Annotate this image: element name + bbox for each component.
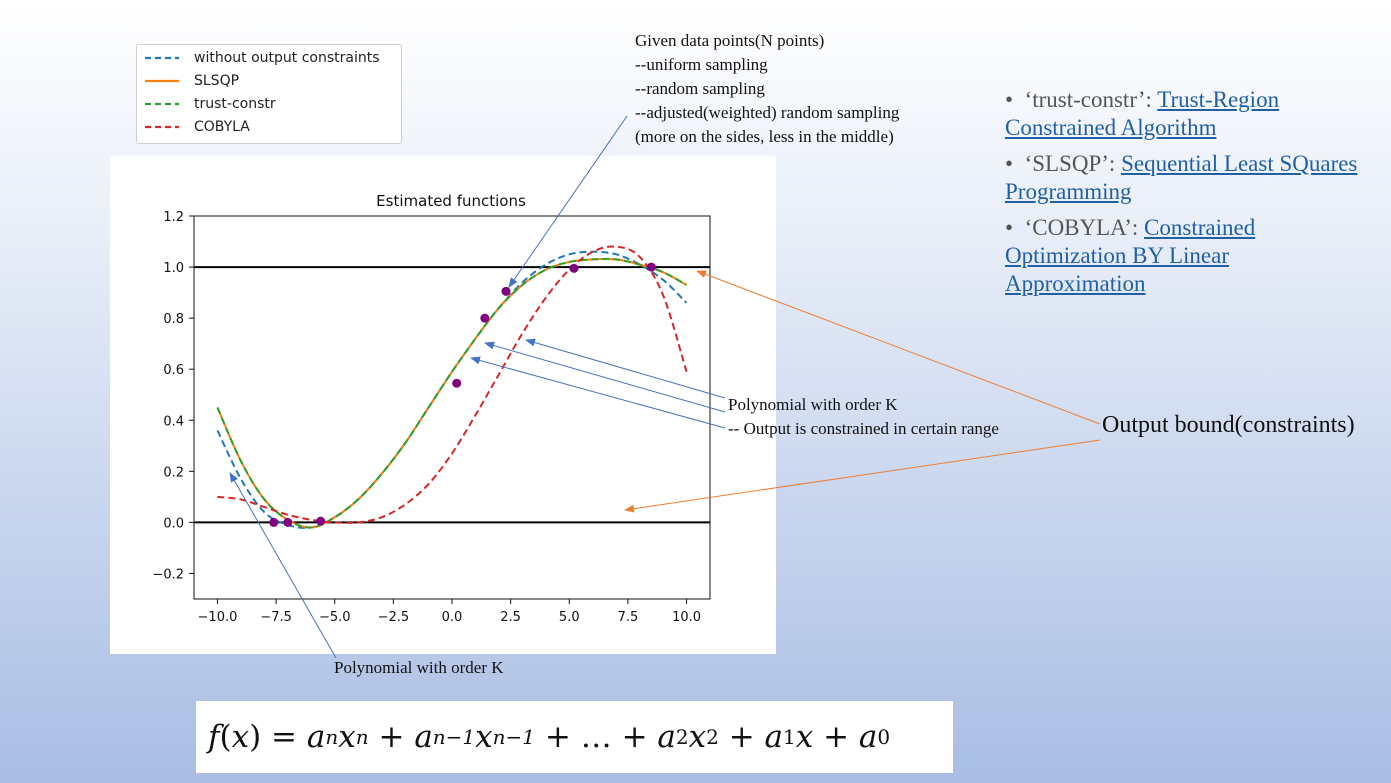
legend-swatch-orange-solid	[145, 79, 179, 83]
legend-label: SLSQP	[194, 73, 240, 89]
formula-part: x	[231, 719, 250, 755]
legend-label: trust-constr	[194, 96, 276, 112]
chart-legend: without output constraints SLSQP trust-c…	[136, 44, 402, 144]
formula-part: a	[764, 719, 784, 755]
trust-region-link[interactable]: Trust-Region Constrained Algorithm	[1005, 87, 1280, 140]
y-tick-label: 0.2	[163, 465, 184, 480]
data-point	[452, 378, 462, 388]
x-tick-label: −10.0	[198, 610, 238, 625]
formula-part: (	[219, 719, 232, 755]
algorithm-list: • ‘trust-constr’: Trust-Region Constrain…	[1005, 86, 1365, 306]
given-line: Given data points(N points)	[635, 31, 825, 50]
y-tick-label: 1.0	[163, 261, 184, 276]
y-tick-label: 0.6	[163, 363, 184, 378]
poly-line: -- Output is constrained in certain rang…	[728, 419, 999, 438]
given-line: --adjusted(weighted) random sampling	[635, 103, 900, 122]
data-point	[269, 517, 279, 527]
data-point	[316, 516, 326, 526]
legend-label: COBYLA	[194, 119, 250, 135]
formula-part: +	[611, 719, 658, 755]
legend-item-trust-constr: trust-constr	[145, 93, 276, 115]
formula-part: 1	[783, 725, 796, 749]
algorithm-name: ‘trust-constr’:	[1024, 87, 1152, 112]
formula-part: =	[261, 719, 307, 755]
formula-part: )	[249, 719, 262, 755]
polynomial-constrained-note: Polynomial with order K -- Output is con…	[728, 393, 999, 441]
x-tick-label: 10.0	[672, 610, 701, 625]
legend-swatch-red-dashed	[145, 125, 179, 129]
legend-item-slsqp: SLSQP	[145, 70, 239, 92]
formula-part: a	[306, 719, 326, 755]
legend-item-without-constraints: without output constraints	[145, 47, 380, 69]
polynomial-bottom-note: Polynomial with order K	[334, 658, 504, 677]
estimated-functions-chart: Estimated functions −10.0 −7.5 −5.0 −2.5 0.0…	[152, 192, 711, 625]
x-tick-label: −2.5	[378, 610, 410, 625]
algorithm-name: ‘COBYLA’:	[1024, 215, 1139, 240]
x-tick-label: −5.0	[319, 610, 351, 625]
series-line-without-output-constraints	[216, 250, 688, 530]
formula-part: +	[368, 719, 415, 755]
algorithm-name: ‘SLSQP’:	[1024, 151, 1116, 176]
plot-frame	[193, 215, 711, 600]
legend-swatch-blue-dashed	[145, 56, 179, 60]
formula-part: n−1	[492, 725, 536, 749]
formula-part: n−1	[432, 725, 476, 749]
formula-part: x	[475, 719, 493, 755]
given-line: --random sampling	[635, 79, 765, 98]
formula-part: a	[657, 719, 676, 755]
data-point	[569, 263, 579, 273]
data-point	[480, 313, 490, 323]
formula-part: +	[718, 719, 765, 755]
y-tick-label: 0.4	[163, 414, 184, 429]
x-tick-label: 7.5	[618, 610, 639, 625]
given-line: --uniform sampling	[635, 55, 768, 74]
formula-part: f	[208, 719, 220, 755]
data-point	[501, 286, 511, 296]
formula-part: +	[535, 719, 581, 755]
poly-line: Polynomial with order K	[728, 395, 898, 414]
x-tick-label: 0.0	[442, 610, 463, 625]
chart-title: Estimated functions	[376, 192, 526, 210]
series-line-cobyla	[217, 245, 688, 524]
given-data-note: Given data points(N points) --uniform sa…	[635, 29, 899, 149]
formula-part: 0	[877, 725, 891, 749]
formula-part: n	[355, 725, 369, 749]
formula-part: …	[580, 719, 612, 755]
data-point	[283, 517, 293, 527]
formula-part: a	[414, 719, 433, 755]
y-tick-label: 0.8	[163, 312, 184, 327]
data-point	[646, 262, 656, 272]
legend-label: without output constraints	[194, 50, 380, 66]
legend-item-cobyla: COBYLA	[145, 116, 250, 138]
chart-panel: Estimated functions −10.0 −7.5 −5.0 −2.5 0.0…	[110, 156, 776, 654]
algorithm-item-trust-constr: • ‘trust-constr’: Trust-Region Constrain…	[1005, 87, 1280, 140]
formula-part: x	[688, 719, 707, 755]
given-line: (more on the sides, less in the middle)	[635, 127, 894, 146]
formula-part: x	[338, 719, 356, 755]
algorithm-item-cobyla: • ‘COBYLA’: Constrained Optimization BY …	[1005, 215, 1256, 296]
slsqp-link[interactable]: Sequential Least SQuares Programming	[1005, 151, 1358, 204]
formula-part: 2	[675, 725, 689, 749]
x-tick-label: 2.5	[500, 610, 521, 625]
formula-part: 2	[706, 725, 719, 749]
formula-part: x	[795, 719, 814, 755]
y-tick-label: 0.0	[163, 516, 184, 531]
series-line-trust-constr	[216, 257, 688, 529]
algorithm-item-slsqp: • ‘SLSQP’: Sequential Least SQuares Prog…	[1005, 151, 1358, 204]
formula-part: +	[813, 719, 859, 755]
formula-part: n	[325, 725, 339, 749]
legend-swatch-green-dashed	[145, 102, 179, 106]
y-tick-label: −0.2	[152, 567, 184, 582]
x-tick-label: 5.0	[559, 610, 580, 625]
series-line-slsqp	[216, 257, 688, 529]
x-tick-label: −7.5	[260, 610, 292, 625]
y-tick-label: 1.2	[163, 210, 184, 225]
output-bound-label: Output bound(constraints)	[1102, 412, 1355, 438]
formula-part: a	[858, 719, 878, 755]
